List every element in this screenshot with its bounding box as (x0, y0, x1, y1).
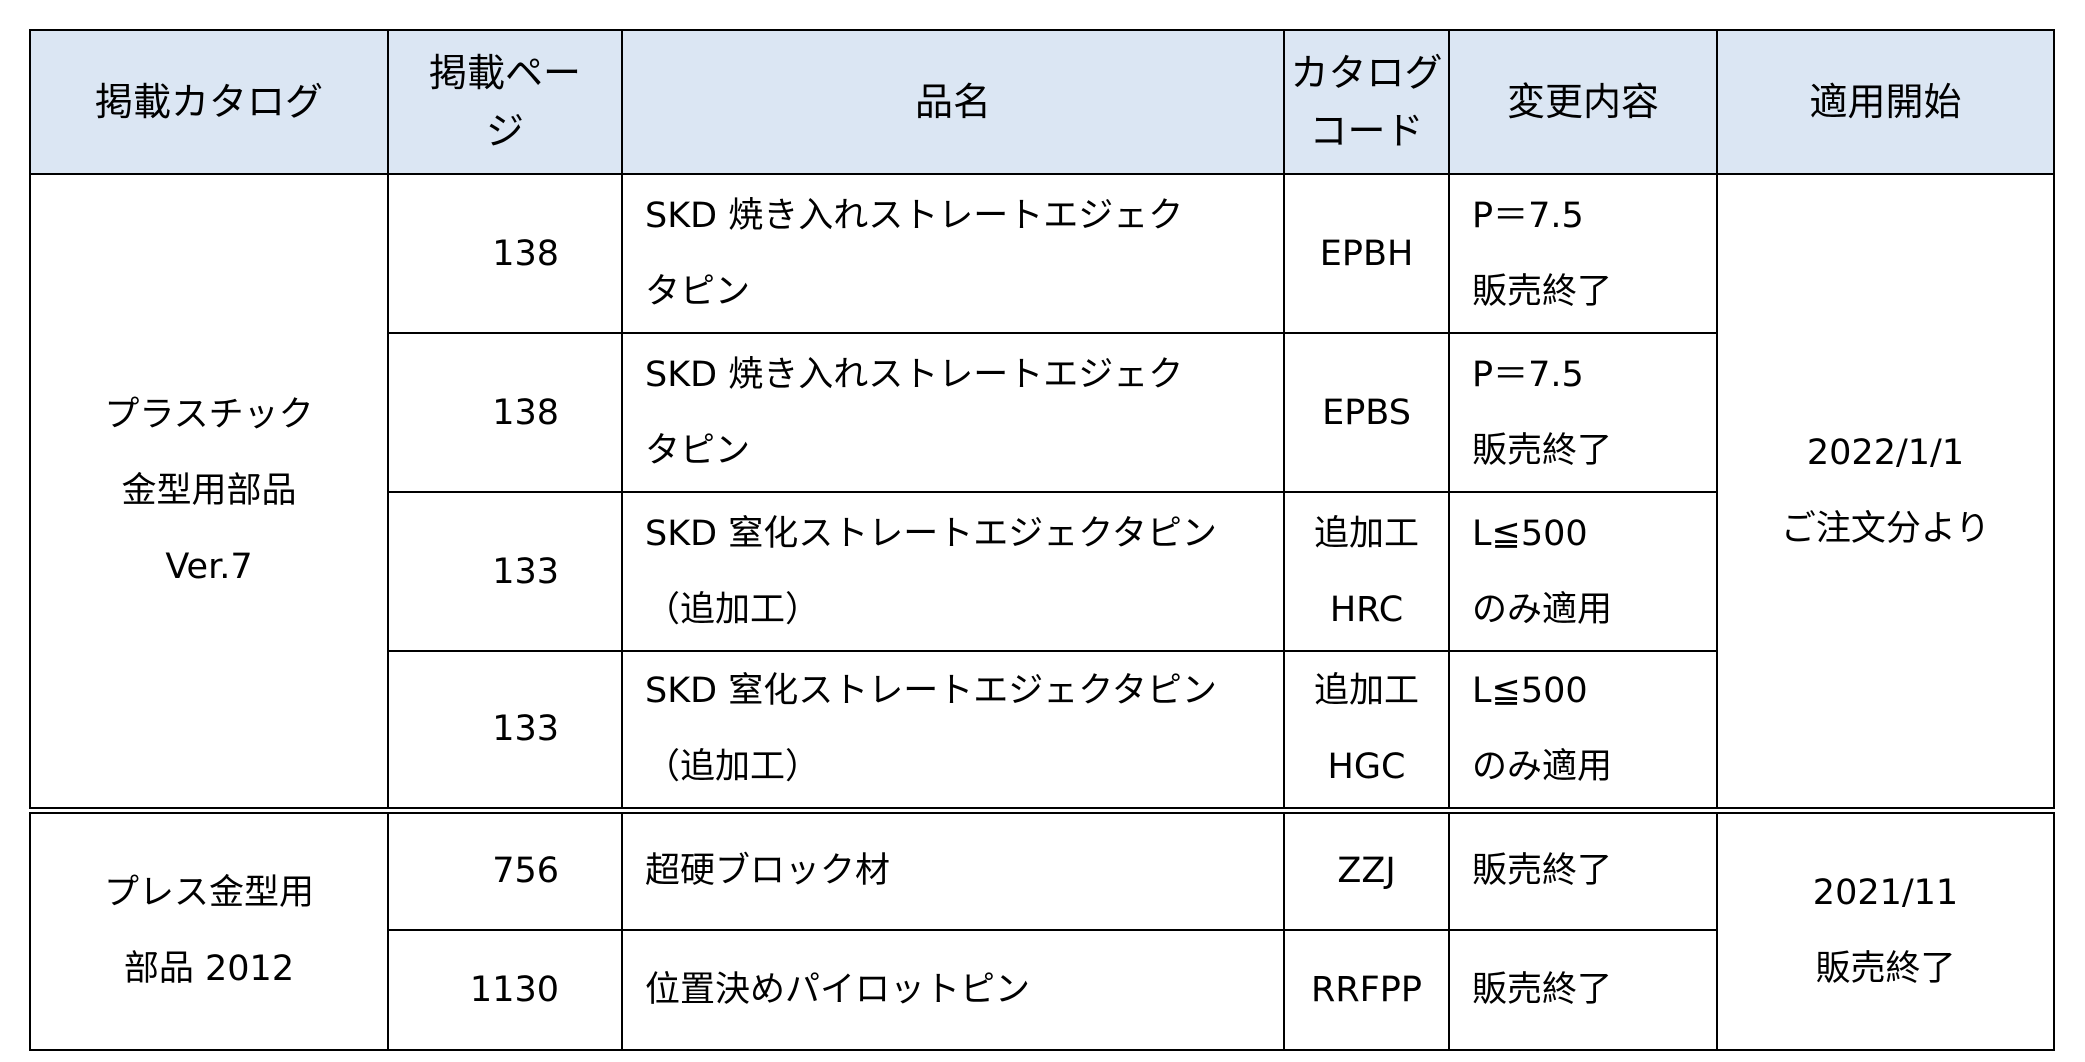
catalog-code-cell: ZZJ (1283, 806, 1450, 931)
header-page: 掲載ペー ジ (387, 29, 623, 175)
catalog-code-line: 追加工 (1313, 671, 1419, 712)
header-start: 適用開始 (1716, 29, 2055, 175)
page-cell: 138 (387, 173, 623, 334)
change-line: 販売終了 (1472, 430, 1613, 471)
change-line: P＝7.5 (1472, 354, 1584, 395)
catalog-code-line: HRC (1329, 589, 1404, 630)
start-line: 2022/1/1 (1806, 432, 1965, 473)
change-cell: P＝7.5 販売終了 (1448, 332, 1718, 493)
catalog-code-line: EPBS (1322, 392, 1411, 433)
page-cell: 133 (387, 491, 623, 652)
catalog-code-cell: 追加工 HRC (1283, 491, 1450, 652)
change-line: のみ適用 (1472, 747, 1613, 788)
header-change: 変更内容 (1448, 29, 1718, 175)
catalog-cell: プラスチック 金型用部品 Ver.7 (29, 173, 389, 811)
product-name-line: （追加工） (645, 589, 821, 630)
product-name-line: SKD 焼き入れストレートエジェク (645, 354, 1184, 395)
table-row: プレス金型用 部品 2012 756 超硬ブロック材 ZZJ 販売終了 2021… (29, 806, 2055, 1051)
product-name-cell: SKD 窒化ストレートエジェクタピン （追加工） (621, 650, 1285, 811)
product-name-line: SKD 焼き入れストレートエジェク (645, 195, 1184, 236)
header-name: 品名 (621, 29, 1285, 175)
catalog-code-line: ZZJ (1337, 851, 1396, 892)
product-name-cell: SKD 焼き入れストレートエジェク タピン (621, 332, 1285, 493)
table-row: 138 SKD 焼き入れストレートエジェク タピン EPBS P＝7.5 販売終… (30, 332, 2054, 493)
start-line: ご注文分より (1780, 508, 1991, 549)
catalog-cell: プレス金型用 部品 2012 (29, 806, 389, 1051)
page-cell: 756 (387, 806, 623, 931)
header-code: カタログ コード (1283, 29, 1450, 175)
product-name-line: 超硬ブロック材 (645, 851, 891, 892)
change-line: L≦500 (1472, 671, 1588, 712)
catalog-line: 部品 2012 (123, 949, 295, 990)
table-row: 133 SKD 窒化ストレートエジェクタピン （追加工） 追加工 HGC L≦5… (30, 650, 2054, 811)
catalog-code-line: RRFPP (1311, 970, 1422, 1010)
catalog-change-table: 掲載カタログ 掲載ペー ジ 品名 カタログ コード 変更内容 適用開始 プラスチ… (29, 29, 2055, 1051)
catalog-code-line: HGC (1327, 747, 1406, 788)
catalog-line: プラスチック (104, 394, 314, 435)
product-name-cell: 位置決めパイロットピン (621, 929, 1285, 1051)
product-name-line: 位置決めパイロットピン (645, 970, 1031, 1010)
product-name-cell: 超硬ブロック材 (621, 806, 1285, 931)
catalog-code-line: 追加工 (1313, 513, 1419, 554)
change-line: 販売終了 (1472, 851, 1613, 892)
product-name-line: SKD 窒化ストレートエジェクタピン (645, 513, 1217, 554)
product-name-line: タピン (645, 430, 751, 471)
change-cell: P＝7.5 販売終了 (1448, 173, 1718, 334)
product-name-line: （追加工） (645, 747, 821, 788)
product-name-cell: SKD 窒化ストレートエジェクタピン （追加工） (621, 491, 1285, 652)
header-page-line2: ジ (485, 109, 524, 153)
change-cell: L≦500 のみ適用 (1448, 491, 1718, 652)
product-name-cell: SKD 焼き入れストレートエジェク タピン (621, 173, 1285, 334)
catalog-code-cell: 追加工 HGC (1283, 650, 1450, 811)
catalog-code-cell: RRFPP (1283, 929, 1450, 1051)
change-line: P＝7.5 (1472, 195, 1584, 236)
catalog-code-cell: EPBS (1283, 332, 1450, 493)
table-row: 133 SKD 窒化ストレートエジェクタピン （追加工） 追加工 HRC L≦5… (30, 491, 2054, 652)
product-name-line: SKD 窒化ストレートエジェクタピン (645, 671, 1217, 712)
catalog-code-cell: EPBH (1283, 173, 1450, 334)
page-cell: 1130 (387, 929, 623, 1051)
table-row: 1130 位置決めパイロットピン RRFPP 販売終了 (30, 929, 2054, 1051)
page-cell: 133 (387, 650, 623, 811)
product-name-line: タピン (645, 271, 751, 312)
table-row: プラスチック 金型用部品 Ver.7 138 SKD 焼き入れストレートエジェク… (29, 173, 2055, 811)
start-line: 2021/11 (1812, 873, 1959, 914)
header-catalog: 掲載カタログ (29, 29, 389, 175)
header-code-line1: カタログ (1290, 51, 1443, 95)
header-code-line2: コード (1309, 109, 1424, 153)
catalog-line: Ver.7 (165, 546, 253, 587)
change-cell: L≦500 のみ適用 (1448, 650, 1718, 811)
catalog-code-line: EPBH (1319, 233, 1414, 274)
catalog-line: 金型用部品 (121, 470, 297, 511)
page-cell: 138 (387, 332, 623, 493)
change-cell: 販売終了 (1448, 929, 1718, 1051)
start-cell: 2022/1/1 ご注文分より (1716, 173, 2055, 811)
header-page-line1: 掲載ペー (428, 51, 581, 95)
start-line: 販売終了 (1815, 949, 1956, 990)
change-line: L≦500 (1472, 513, 1588, 554)
catalog-line: プレス金型用 (103, 873, 314, 914)
start-cell: 2021/11 販売終了 (1716, 806, 2055, 1051)
change-line: 販売終了 (1472, 970, 1613, 1010)
change-line: のみ適用 (1472, 589, 1613, 630)
header-row: 掲載カタログ 掲載ペー ジ 品名 カタログ コード 変更内容 適用開始 (29, 29, 2055, 175)
change-cell: 販売終了 (1448, 806, 1718, 931)
change-line: 販売終了 (1472, 271, 1613, 312)
